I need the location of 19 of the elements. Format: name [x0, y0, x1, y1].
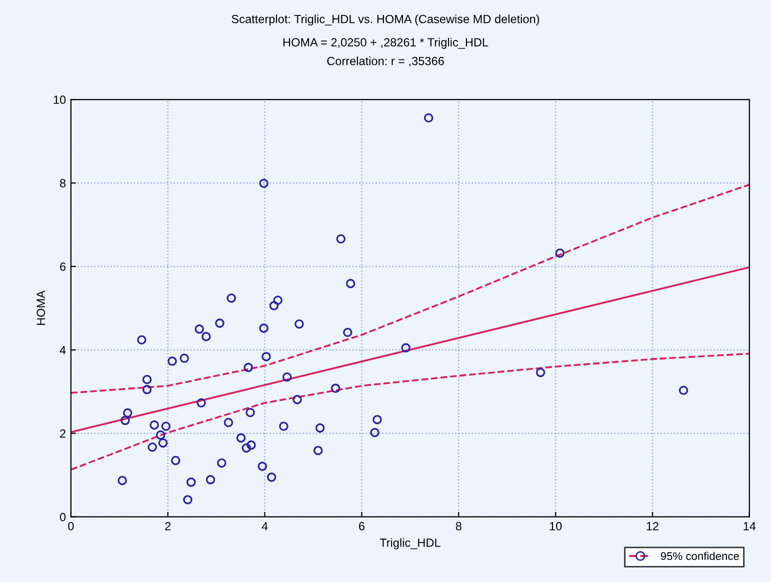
x-tick-label: 8: [456, 522, 462, 530]
chart-subtitle: HOMA = 2,0250 + ,28261 * Triglic_HDL Correlation: r = ,35366: [283, 38, 488, 67]
x-tick-label: 12: [646, 522, 658, 530]
x-tick-label: 6: [359, 522, 364, 530]
legend-label: 95% confidence: [660, 552, 739, 560]
x-tick-label: 2: [165, 522, 171, 530]
chart-title: Scatterplot: Triglic_HDL vs. HOMA (Casewise MD deletion): [232, 14, 540, 26]
x-tick-label: 0: [68, 522, 74, 530]
x-tick-label: 14: [744, 522, 756, 530]
y-tick-label: 4: [60, 346, 66, 354]
y-tick-label: 10: [54, 96, 66, 104]
x-axis-title: Triglic_HDL: [380, 538, 440, 550]
y-tick-label: 0: [60, 512, 66, 522]
y-tick-label: 8: [60, 179, 66, 188]
y-axis-title: HOMA: [36, 290, 46, 325]
y-tick-label: 2: [60, 429, 66, 438]
x-tick-label: 10: [550, 522, 562, 530]
x-tick-label: 4: [262, 522, 268, 530]
y-tick-label: 6: [60, 262, 66, 271]
